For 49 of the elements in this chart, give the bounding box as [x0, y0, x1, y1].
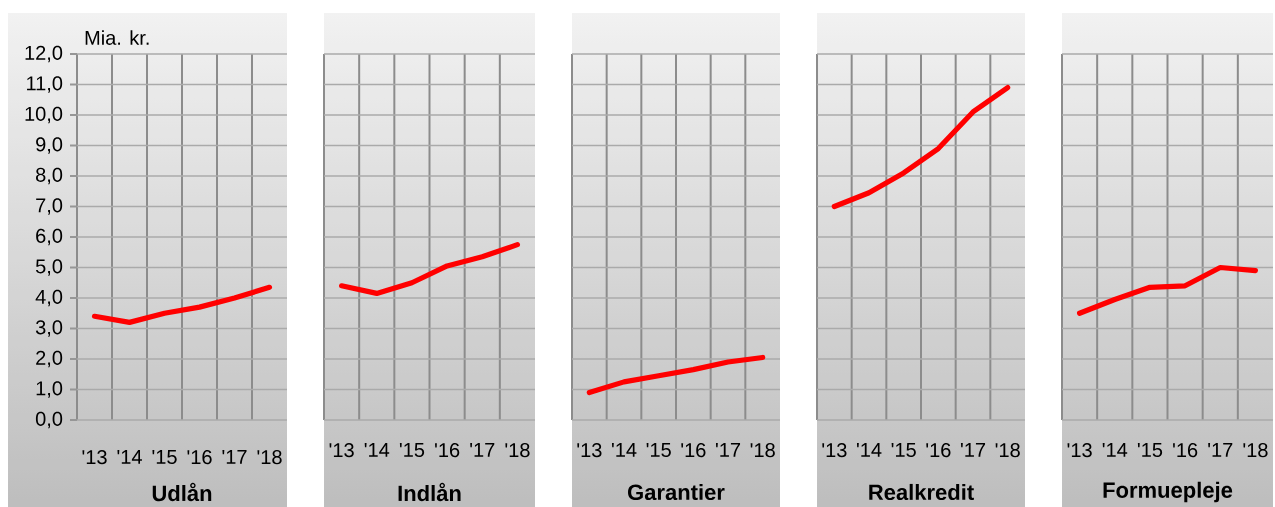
x-tick-label: '14	[117, 450, 142, 464]
x-tick-label: '17	[1208, 443, 1233, 457]
x-tick-label: '16	[681, 443, 706, 458]
x-axis-title: Indlån	[398, 482, 461, 502]
x-tick-label: '18	[995, 443, 1020, 458]
x-tick-label: '16	[435, 443, 460, 458]
x-tick-label: '17	[715, 443, 741, 457]
x-tick-label: '13	[822, 443, 847, 458]
y-tick-label: 4,0	[35, 289, 63, 307]
x-tick-label: '15	[152, 450, 177, 464]
y-tick-label: 2,0	[36, 350, 63, 368]
y-tick-label: 8,0	[36, 167, 63, 185]
x-tick-label: '15	[891, 443, 916, 457]
x-tick-label: '14	[856, 443, 882, 457]
x-tick-label: '15	[646, 443, 671, 457]
y-tick-label: 5,0	[35, 259, 63, 276]
x-tick-label: '13	[82, 450, 107, 465]
x-tick-label: '14	[364, 443, 390, 457]
y-tick-label: 9,0	[36, 137, 63, 154]
x-tick-label: '14	[1102, 443, 1128, 457]
y-tick-label: 0,0	[35, 411, 63, 429]
x-axis-title: Udlån	[152, 482, 212, 502]
y-axis-title: Mia. kr.	[85, 30, 149, 45]
x-tick-label: '13	[577, 443, 602, 458]
x-tick-label: '14	[611, 443, 637, 457]
x-tick-label: '18	[750, 443, 775, 458]
x-tick-label: '16	[926, 443, 951, 458]
x-tick-label: '15	[399, 443, 425, 457]
x-tick-label: '17	[222, 450, 247, 464]
y-tick-label: 12,0	[25, 45, 63, 63]
x-tick-label: '13	[1067, 443, 1092, 458]
y-tick-label: 10,0	[25, 106, 63, 124]
x-tick-label: '16	[1173, 443, 1198, 458]
y-tick-label: 6,0	[36, 228, 63, 246]
x-tick-label: '13	[329, 443, 354, 458]
y-tick-label: 7,0	[36, 198, 63, 215]
x-tick-label: '18	[505, 443, 530, 458]
x-tick-label: '15	[1137, 443, 1163, 457]
x-axis-title: Realkredit	[869, 483, 974, 501]
y-tick-label: 11,0	[27, 76, 63, 93]
x-tick-label: '16	[187, 450, 212, 465]
x-axis-title: Formuepleje	[1103, 481, 1233, 503]
x-tick-label: '18	[1243, 443, 1268, 458]
x-axis-title: Garantier	[628, 483, 725, 501]
x-tick-label: '17	[960, 443, 986, 457]
x-tick-label: '18	[257, 450, 282, 465]
x-tick-label: '17	[470, 443, 495, 457]
y-tick-label: 3,0	[35, 320, 63, 337]
y-tick-label: 1,0	[36, 381, 63, 398]
